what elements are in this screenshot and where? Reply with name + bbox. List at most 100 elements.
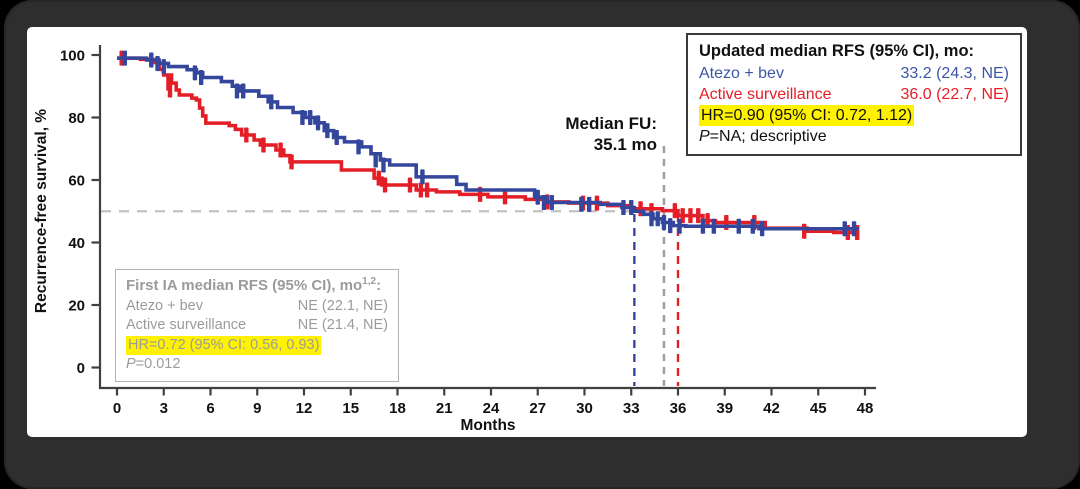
footnote-superscript: 1,2	[362, 276, 377, 287]
censor-tick-active-surveillance	[418, 182, 424, 198]
first-ia-p-line: P=0.012	[126, 356, 181, 372]
censor-tick-atezo-bev	[420, 169, 425, 185]
x-tick-label: 33	[623, 400, 640, 417]
updated-box-title: Updated median RFS (95% CI), mo:	[699, 42, 975, 60]
atezo-label-first-ia: Atezo + bev	[126, 297, 203, 314]
first-ia-row-surveillance: Active surveillance NE (21.4, NE)	[126, 316, 388, 336]
censor-tick-atezo-bev	[851, 221, 857, 237]
censor-tick-active-surveillance	[802, 223, 807, 239]
x-tick-label: 9	[253, 400, 261, 417]
censor-tick-atezo-bev	[192, 65, 198, 81]
y-tick-label: 0	[77, 360, 85, 377]
first-ia-box-title: First IA median RFS (95% CI), mo1,2:	[126, 276, 382, 295]
censor-tick-active-surveillance	[244, 127, 249, 143]
censor-tick-atezo-bev	[234, 83, 240, 99]
updated-box-row-atezo: Atezo + bev 33.2 (24.3, NE)	[699, 63, 1009, 84]
x-tick-label: 18	[389, 400, 406, 417]
x-tick-label: 27	[529, 400, 546, 417]
x-tick-label: 24	[483, 400, 500, 417]
surveillance-label-first-ia: Active surveillance	[126, 317, 247, 333]
first-ia-stats-box: First IA median RFS (95% CI), mo1,2: Ate…	[115, 269, 399, 382]
censor-tick-atezo-bev	[579, 196, 584, 212]
censor-tick-atezo-bev	[842, 221, 847, 237]
atezo-label: Atezo + bev	[699, 65, 784, 82]
x-tick-label: 21	[436, 400, 453, 417]
censor-tick-atezo-bev	[661, 215, 667, 230]
censor-tick-atezo-bev	[308, 110, 313, 125]
censor-tick-active-surveillance	[289, 154, 294, 170]
censor-tick-atezo-bev	[655, 211, 660, 227]
atezo-first-ia-value: NE (22.1, NE)	[297, 297, 388, 314]
censor-tick-atezo-bev	[677, 218, 682, 234]
y-tick-label: 100	[60, 48, 85, 65]
updated-box-row-surveillance: Active surveillance 36.0 (22.7, NE)	[699, 84, 1009, 105]
x-tick-label: 30	[576, 400, 593, 417]
censor-tick-active-surveillance	[167, 82, 173, 98]
x-tick-label: 42	[763, 400, 780, 417]
y-tick-label: 60	[68, 173, 85, 190]
surveillance-first-ia-value: NE (21.4, NE)	[297, 317, 388, 333]
atezo-median-value: 33.2 (24.3, NE)	[900, 65, 1010, 82]
censor-tick-atezo-bev	[155, 55, 160, 71]
x-tick-label: 0	[113, 400, 121, 417]
y-tick-label: 40	[68, 235, 85, 252]
first-ia-hr-line: HR=0.72 (95% CI: 0.56, 0.93)	[126, 335, 388, 355]
x-tick-label: 3	[160, 400, 168, 417]
median-fu-line1: Median FU:	[565, 114, 657, 133]
x-tick-label: 45	[810, 400, 827, 417]
x-tick-label: 12	[296, 400, 313, 417]
censor-tick-atezo-bev	[356, 139, 361, 155]
censor-tick-active-surveillance	[382, 177, 388, 193]
x-tick-label: 15	[342, 400, 359, 417]
km-curve-atezo-bev	[117, 56, 859, 231]
censor-tick-active-surveillance	[672, 203, 678, 219]
first-ia-row-atezo: Atezo + bev NE (22.1, NE)	[126, 297, 388, 317]
censor-tick-atezo-bev	[621, 200, 626, 215]
x-tick-label: 6	[206, 400, 214, 417]
censor-tick-atezo-bev	[535, 189, 540, 205]
censor-tick-active-surveillance	[376, 170, 381, 186]
censor-tick-atezo-bev	[750, 218, 755, 234]
censor-tick-active-surveillance	[688, 208, 693, 224]
censor-tick-atezo-bev	[629, 200, 634, 215]
censor-tick-atezo-bev	[198, 70, 204, 85]
censor-tick-atezo-bev	[700, 218, 706, 234]
surveillance-label: Active surveillance	[699, 86, 832, 103]
censor-tick-atezo-bev	[586, 196, 592, 212]
x-tick-label: 48	[857, 400, 874, 417]
censor-tick-atezo-bev	[373, 152, 378, 168]
censor-tick-active-surveillance	[424, 182, 430, 198]
censor-tick-atezo-bev	[541, 195, 547, 210]
censor-tick-active-surveillance	[502, 189, 508, 205]
x-tick-label: 36	[670, 400, 687, 417]
censor-tick-atezo-bev	[149, 52, 154, 68]
censor-tick-atezo-bev	[315, 115, 321, 131]
censor-tick-active-surveillance	[696, 208, 701, 224]
censor-tick-atezo-bev	[381, 157, 386, 173]
censor-tick-active-surveillance	[261, 137, 266, 153]
y-tick-label: 20	[68, 298, 85, 315]
censor-tick-atezo-bev	[269, 94, 274, 110]
censor-tick-active-surveillance	[407, 177, 413, 193]
surveillance-median-value: 36.0 (22.7, NE)	[900, 86, 1010, 103]
censor-tick-active-surveillance	[705, 213, 710, 229]
censor-tick-active-surveillance	[278, 142, 283, 158]
censor-tick-atezo-bev	[325, 123, 330, 139]
censor-tick-atezo-bev	[122, 50, 127, 66]
censor-tick-atezo-bev	[161, 59, 166, 75]
censor-tick-atezo-bev	[736, 218, 741, 234]
censor-tick-atezo-bev	[549, 195, 554, 210]
censor-tick-atezo-bev	[649, 211, 654, 227]
censor-tick-atezo-bev	[759, 221, 765, 237]
updated-hr-line: HR=0.90 (95% CI: 0.72, 1.12)	[699, 105, 915, 126]
censor-tick-atezo-bev	[300, 110, 305, 125]
updated-p-line: P=NA; descriptive	[699, 128, 827, 145]
y-axis-title: Recurrence-free survival, %	[33, 109, 50, 313]
censor-tick-atezo-bev	[711, 218, 717, 234]
updated-rfs-stats-box: Updated median RFS (95% CI), mo: Atezo +…	[686, 33, 1022, 156]
censor-tick-atezo-bev	[667, 218, 673, 234]
censor-tick-atezo-bev	[241, 83, 246, 99]
censor-tick-atezo-bev	[334, 130, 339, 145]
